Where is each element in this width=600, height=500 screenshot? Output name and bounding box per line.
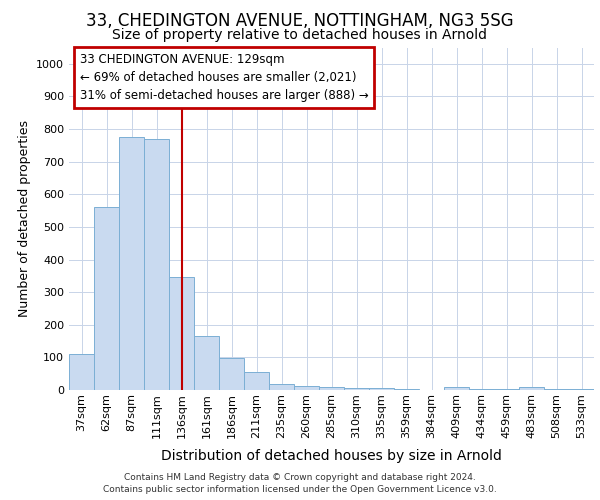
Bar <box>244 372 269 390</box>
Bar <box>369 388 394 390</box>
Bar <box>519 386 544 390</box>
Y-axis label: Number of detached properties: Number of detached properties <box>17 120 31 318</box>
Bar <box>69 354 94 390</box>
Bar <box>119 137 144 390</box>
Text: Contains HM Land Registry data © Crown copyright and database right 2024.: Contains HM Land Registry data © Crown c… <box>124 472 476 482</box>
Bar <box>294 386 319 390</box>
Bar <box>219 358 244 390</box>
Bar <box>94 208 119 390</box>
Bar <box>444 388 469 390</box>
Bar <box>194 336 219 390</box>
Text: Contains public sector information licensed under the Open Government Licence v3: Contains public sector information licen… <box>103 485 497 494</box>
Bar <box>144 139 169 390</box>
Text: Size of property relative to detached houses in Arnold: Size of property relative to detached ho… <box>113 28 487 42</box>
Bar <box>319 388 344 390</box>
Bar <box>169 278 194 390</box>
Text: 33, CHEDINGTON AVENUE, NOTTINGHAM, NG3 5SG: 33, CHEDINGTON AVENUE, NOTTINGHAM, NG3 5… <box>86 12 514 30</box>
Bar <box>269 384 294 390</box>
X-axis label: Distribution of detached houses by size in Arnold: Distribution of detached houses by size … <box>161 449 502 463</box>
Text: 33 CHEDINGTON AVENUE: 129sqm
← 69% of detached houses are smaller (2,021)
31% of: 33 CHEDINGTON AVENUE: 129sqm ← 69% of de… <box>79 52 368 102</box>
Bar <box>344 388 369 390</box>
